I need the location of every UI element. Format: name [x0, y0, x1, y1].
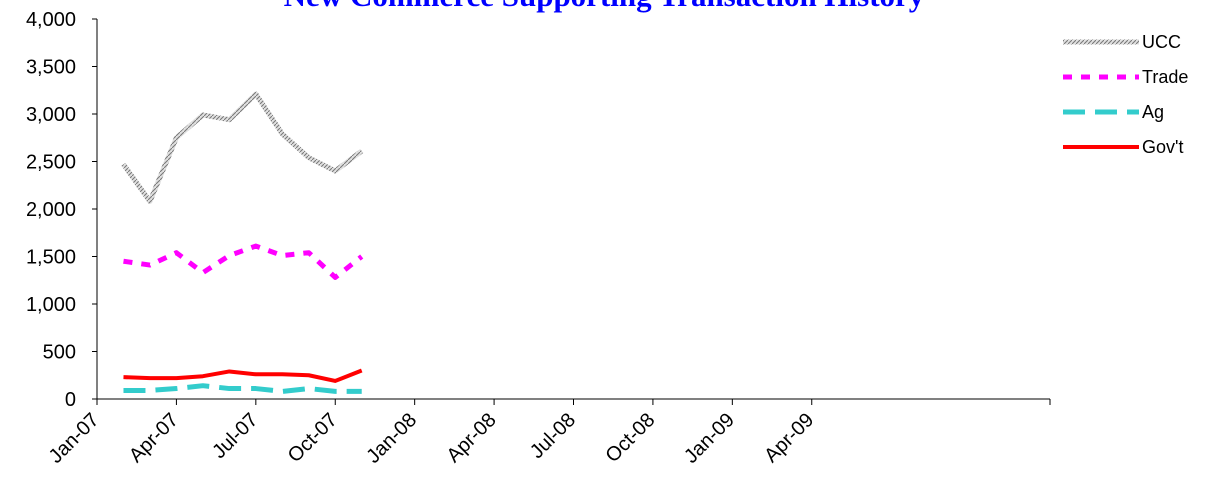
y-tick-label: 0 [65, 389, 76, 411]
chart-title: New Commerce Supporting Transaction Hist… [284, 0, 925, 13]
x-tick-label: Apr-07 [125, 409, 183, 467]
y-tick-label: 500 [43, 342, 76, 364]
series-line-ag [123, 383, 362, 394]
x-tick-label: Apr-09 [760, 409, 818, 467]
y-tick-label: 1,000 [26, 294, 76, 316]
series-line-ucc [121, 91, 364, 204]
x-tick-label: Oct-08 [601, 409, 659, 467]
legend-label-ucc: UCC [1142, 32, 1181, 52]
y-tick-label: 3,500 [26, 57, 76, 79]
x-tick-label: Oct-07 [284, 409, 342, 467]
series-line-trade [123, 243, 364, 280]
series-line-govt [123, 368, 363, 383]
legend: UCC Trade Ag Gov't [1063, 32, 1188, 157]
y-tick-label: 3,000 [26, 104, 76, 126]
y-tick-label: 2,500 [26, 152, 76, 174]
legend-label-ag: Ag [1142, 102, 1164, 122]
x-tick-label: Jul-07 [208, 409, 262, 463]
y-tick-label: 2,000 [26, 199, 76, 221]
x-tick-label: Apr-08 [443, 409, 501, 467]
x-tick-label: Jan-08 [362, 409, 421, 468]
legend-label-trade: Trade [1142, 67, 1188, 87]
y-tick-label: 4,000 [26, 9, 76, 31]
x-tick-label: Jul-08 [526, 409, 580, 463]
y-tick-label: 1,500 [26, 247, 76, 269]
x-tick-label: Jan-07 [45, 409, 104, 468]
x-tick-label: Jan-09 [680, 409, 739, 468]
legend-label-govt: Gov't [1142, 137, 1183, 157]
